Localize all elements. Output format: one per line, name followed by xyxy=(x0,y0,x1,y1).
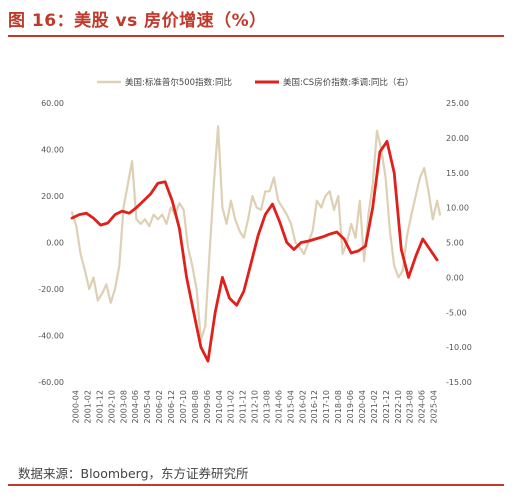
x-tick-label: 2005-04 xyxy=(143,390,152,423)
y-right-tick-label: -5.00 xyxy=(446,308,467,317)
y-left-tick-label: -40.00 xyxy=(38,332,64,341)
x-tick-label: 2016-12 xyxy=(310,390,319,423)
y-right-tick-label: 20.00 xyxy=(446,134,469,143)
x-tick-label: 2023-08 xyxy=(406,390,415,423)
y-left-tick-label: -20.00 xyxy=(38,285,64,294)
x-tick-label: 2012-10 xyxy=(251,390,260,423)
title-rule xyxy=(8,35,504,37)
y-left-tick-label: -60.00 xyxy=(38,378,64,387)
x-tick-label: 2020-04 xyxy=(358,390,367,423)
x-tick-label: 2010-04 xyxy=(215,390,224,423)
x-tick-label: 2016-02 xyxy=(298,390,307,423)
x-tick-label: 2003-08 xyxy=(119,390,128,423)
x-tick-label: 2022-10 xyxy=(394,390,403,423)
sp500-line xyxy=(70,125,442,342)
x-tick-label: 2001-02 xyxy=(84,390,93,423)
legend-label: 美国:CS房价指数:季调:同比（右） xyxy=(283,77,413,88)
bottom-rule xyxy=(8,484,504,486)
source-note: 数据来源：Bloomberg，东方证券研究所 xyxy=(18,466,249,481)
x-tick-label: 2017-10 xyxy=(322,390,331,423)
y-left-tick-label: 40.00 xyxy=(41,146,64,155)
legend: 美国:标准普尔500指数:同比 美国:CS房价指数:季调:同比（右） xyxy=(97,77,413,88)
legend-label: 美国:标准普尔500指数:同比 xyxy=(125,77,232,88)
y-right-tick-label: 25.00 xyxy=(446,99,469,108)
y-right-tick-label: 15.00 xyxy=(446,169,469,178)
cs-home-price-line xyxy=(70,140,439,363)
x-tick-label: 2004-06 xyxy=(131,390,140,423)
y-left-tick-label: 20.00 xyxy=(41,192,64,201)
x-tick-label: 2018-08 xyxy=(334,390,343,423)
x-tick-label: 2019-06 xyxy=(346,390,355,423)
x-tick-label: 2024-06 xyxy=(418,390,427,423)
x-tick-label: 2011-02 xyxy=(227,390,236,423)
y-left-tick-label: 0.00 xyxy=(46,239,64,248)
x-tick-label: 2002-10 xyxy=(107,390,116,423)
x-tick-label: 2007-10 xyxy=(179,390,188,423)
y-right-tick-label: -10.00 xyxy=(446,343,472,352)
x-tick-label: 2006-12 xyxy=(167,390,176,423)
x-tick-label: 2008-08 xyxy=(191,390,200,423)
x-tick-label: 2015-04 xyxy=(286,390,295,423)
x-tick-label: 2021-12 xyxy=(382,390,391,423)
x-tick-label: 2013-08 xyxy=(263,390,272,423)
x-tick-label: 2014-06 xyxy=(274,390,283,423)
series-layer xyxy=(70,125,442,363)
x-tick-label: 2006-02 xyxy=(155,390,164,423)
x-tick-label: 2025-04 xyxy=(430,390,439,423)
y-right-tick-label: -15.00 xyxy=(446,378,472,387)
y-left-tick-label: 60.00 xyxy=(41,99,64,108)
axes: 60.00 40.00 20.00 0.00 -20.00 -40.00 -60.00 25.… xyxy=(38,99,472,423)
x-tick-label: 2011-12 xyxy=(239,390,248,423)
y-right-tick-label: 5.00 xyxy=(446,239,464,248)
y-right-tick-label: 10.00 xyxy=(446,204,469,213)
x-tick-label: 2009-06 xyxy=(203,390,212,423)
figure-title: 图 16：美股 vs 房价增速（%） xyxy=(8,11,267,31)
x-tick-label: 2000-04 xyxy=(72,390,81,423)
x-tick-label: 2021-02 xyxy=(370,390,379,423)
x-tick-label: 2001-12 xyxy=(95,390,104,423)
y-right-tick-label: 0.00 xyxy=(446,273,464,282)
